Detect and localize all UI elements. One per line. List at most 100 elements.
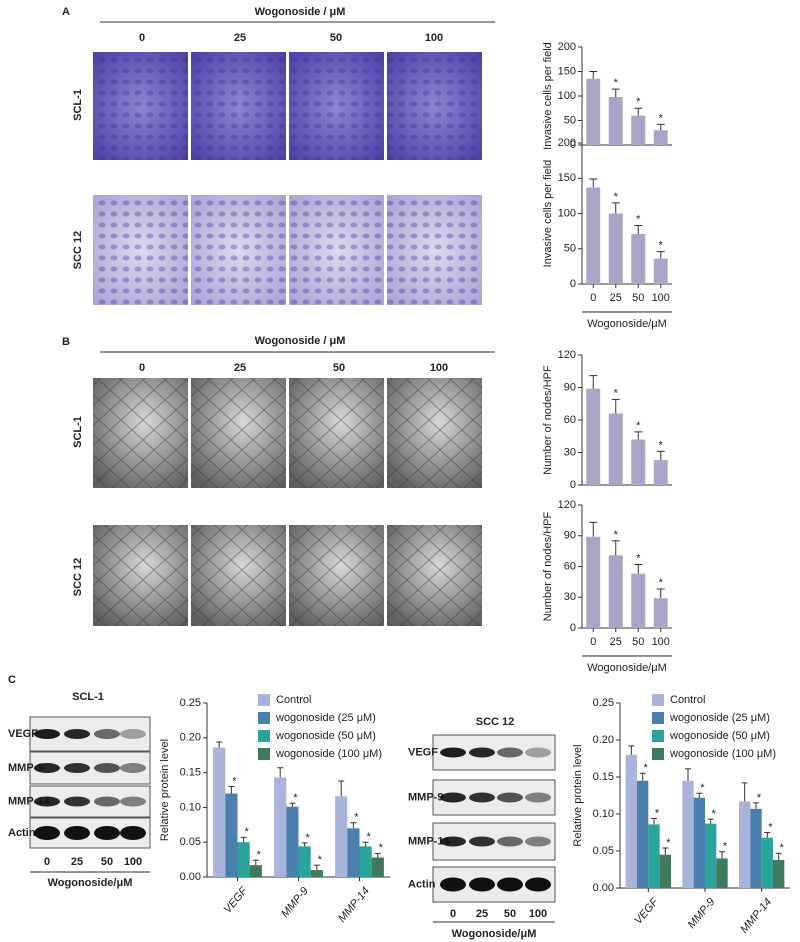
band-label: VEGF	[408, 746, 438, 758]
bar	[750, 808, 762, 888]
error-bar	[589, 178, 598, 188]
bar	[637, 780, 649, 888]
y-tick-label: 200	[558, 137, 576, 149]
significance-marker: *	[659, 577, 664, 589]
y-tick-label: 0.00	[180, 871, 201, 883]
legend-swatch	[652, 748, 664, 760]
column-label: 100	[430, 362, 448, 374]
bar	[625, 754, 637, 888]
band	[94, 729, 120, 739]
bar	[773, 859, 785, 888]
micrograph-texture	[93, 378, 188, 488]
significance-marker: *	[636, 96, 641, 108]
micrograph-texture	[387, 52, 482, 160]
bar	[586, 536, 601, 628]
significance-marker: *	[636, 552, 641, 564]
error-bar	[350, 822, 357, 829]
bar	[653, 460, 668, 485]
micrograph-texture	[191, 525, 286, 626]
blot-title: SCC 12	[476, 716, 515, 728]
x-tick-label: MMP-9	[279, 885, 311, 920]
significance-marker: *	[305, 832, 310, 844]
error-bar	[634, 224, 643, 234]
error-bar	[611, 398, 620, 414]
bar	[586, 388, 601, 485]
significance-marker: *	[366, 831, 371, 843]
y-tick-label: 200	[558, 41, 576, 53]
legend-swatch	[258, 748, 270, 760]
bar	[716, 858, 728, 888]
y-tick-label: 0.20	[593, 734, 614, 746]
band	[440, 792, 466, 803]
error-bar	[277, 767, 284, 778]
error-bar	[289, 802, 296, 807]
band	[525, 792, 551, 803]
blot-xlabel: Wogonoside/μM	[48, 877, 133, 889]
bar	[608, 96, 623, 145]
y-tick-label: 150	[558, 172, 576, 184]
column-label: 50	[333, 362, 345, 374]
band	[469, 877, 495, 892]
y-tick-label: 120	[558, 349, 576, 361]
x-tick-label: 25	[610, 636, 622, 648]
y-tick-label: 50	[564, 243, 576, 255]
band	[34, 729, 60, 739]
band	[469, 792, 495, 803]
band	[497, 747, 523, 758]
bar	[359, 846, 372, 877]
significance-marker: *	[232, 775, 237, 787]
band	[94, 796, 120, 807]
bar	[249, 865, 262, 877]
row-label: SCC 12	[72, 558, 84, 597]
legend-label: Control	[670, 694, 705, 706]
micrograph-texture	[191, 195, 286, 305]
micrograph-texture	[387, 378, 482, 488]
significance-marker: *	[257, 849, 262, 861]
micrograph-texture	[387, 195, 482, 305]
panel-label: B	[62, 336, 70, 348]
lane-label: 0	[450, 908, 456, 920]
bar	[659, 854, 671, 888]
error-bar	[252, 859, 259, 866]
row-label: SCL-1	[72, 89, 84, 121]
x-tick-label: MMP-9	[686, 896, 718, 931]
significance-marker: *	[379, 842, 384, 854]
lane-label: 100	[529, 908, 547, 920]
x-tick-label: 25	[610, 292, 622, 304]
y-axis-label: Invasive cells per field	[542, 160, 554, 268]
y-tick-label: 60	[564, 560, 576, 572]
error-bar	[589, 375, 598, 389]
error-bar	[301, 842, 308, 847]
error-bar	[656, 450, 665, 461]
error-bar	[589, 521, 598, 537]
y-tick-label: 30	[564, 446, 576, 458]
band	[64, 729, 90, 739]
y-axis-label: Relative protein level	[159, 739, 171, 841]
error-bar	[634, 107, 643, 116]
lane-label: 25	[476, 908, 488, 920]
error-bar	[611, 88, 620, 97]
y-axis-label: Number of nodes/HPF	[542, 512, 554, 622]
error-bar	[634, 431, 643, 440]
error-bar	[611, 540, 620, 556]
significance-marker: *	[614, 529, 619, 541]
significance-marker: *	[614, 77, 619, 89]
y-tick-label: 90	[564, 381, 576, 393]
y-tick-label: 0	[570, 479, 576, 491]
lane-label: 50	[101, 856, 113, 868]
band-label: MMP-14	[408, 835, 450, 847]
band-label: Actin	[408, 878, 436, 890]
band	[497, 792, 523, 803]
y-tick-label: 150	[558, 65, 576, 77]
y-tick-label: 100	[558, 207, 576, 219]
column-label: 100	[425, 32, 443, 44]
band	[34, 826, 60, 840]
significance-marker: *	[614, 387, 619, 399]
band	[120, 729, 146, 739]
bar	[298, 846, 311, 877]
x-tick-label: MMP-14	[738, 896, 774, 936]
micrograph-texture	[191, 52, 286, 160]
x-tick-label: 50	[632, 636, 644, 648]
band	[94, 763, 120, 773]
